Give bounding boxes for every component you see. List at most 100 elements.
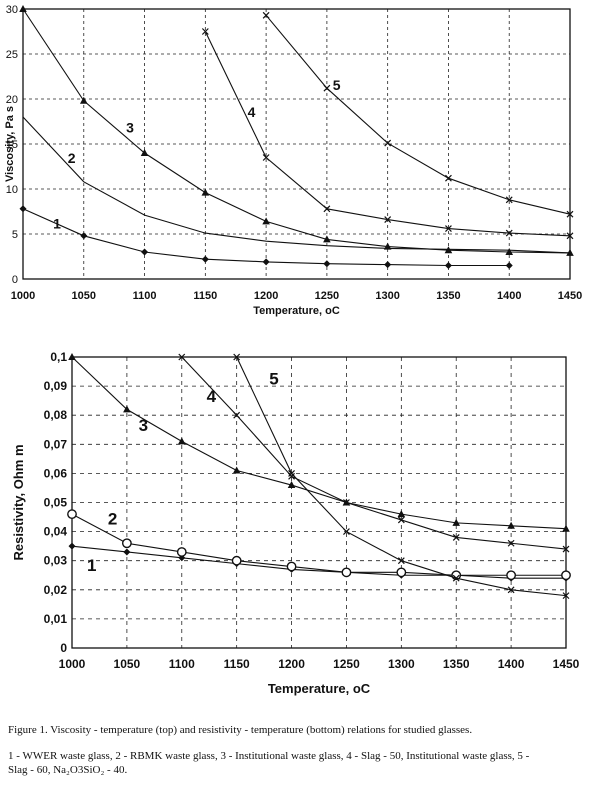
y-tick-label: 30 — [6, 4, 18, 16]
x-tick-label: 1300 — [388, 657, 415, 671]
series-2 — [22, 116, 571, 254]
y-tick-label: 0,05 — [44, 496, 68, 510]
y-tick-label: 10 — [6, 184, 18, 196]
y-axis-label: Viscosity, Pa s — [4, 106, 16, 182]
series-line — [22, 116, 571, 254]
data-point — [232, 466, 241, 474]
y-tick-label: 0,09 — [44, 379, 68, 393]
y-tick-label: 20 — [6, 94, 18, 106]
series-1 — [68, 542, 570, 582]
y-tick-label: 0 — [60, 641, 67, 655]
y-tick-label: 0,08 — [44, 408, 68, 422]
curve-label: 3 — [126, 119, 134, 135]
figure-charts: 1000 1050 1100 1150 1200 1250 1300 1350 1400 1450… — [4, 4, 582, 696]
y-tick-label: 15 — [6, 139, 18, 151]
data-point — [80, 232, 88, 240]
curve-label: 5 — [269, 370, 278, 389]
data-point — [505, 262, 513, 269]
curve-label: 4 — [248, 104, 256, 120]
data-point — [262, 154, 270, 161]
series-3 — [19, 5, 574, 256]
x-tick-label: 1450 — [553, 657, 580, 671]
x-tick-label: 1150 — [193, 290, 217, 302]
data-point — [561, 570, 571, 581]
data-point — [566, 248, 574, 256]
data-point — [177, 437, 186, 445]
data-point — [19, 5, 27, 12]
x-tick-label: 1200 — [254, 290, 278, 302]
caption-legend-line: 1 - WWER waste glass, 2 - RBMK waste gla… — [8, 750, 530, 762]
x-tick-label: 1400 — [497, 290, 521, 302]
data-point — [68, 542, 76, 550]
x-tick-label: 1250 — [315, 290, 339, 302]
curve-label: 3 — [139, 416, 148, 435]
data-point — [452, 533, 460, 541]
x-tick-label: 1450 — [558, 290, 582, 302]
x-tick-label: 1050 — [114, 657, 141, 671]
data-point — [178, 353, 186, 361]
data-point — [262, 217, 270, 225]
series-4 — [201, 28, 574, 240]
data-point — [384, 216, 392, 224]
y-tick-label: 0,07 — [44, 437, 68, 451]
data-point — [323, 260, 331, 268]
data-point — [262, 11, 270, 19]
x-tick-label: 1350 — [443, 657, 470, 671]
data-point — [287, 481, 296, 489]
curve-label: 1 — [87, 556, 96, 575]
data-point — [562, 524, 570, 532]
data-point — [262, 258, 270, 266]
y-tick-label: 0,02 — [44, 583, 68, 597]
data-point — [67, 509, 77, 520]
x-tick-label: 1000 — [59, 657, 86, 671]
curve-label: 1 — [53, 216, 61, 232]
x-tick-label: 1000 — [11, 290, 35, 302]
y-tick-label: 0,04 — [44, 525, 68, 539]
series-1 — [19, 205, 513, 269]
data-point — [288, 472, 295, 480]
series-line — [22, 8, 571, 254]
data-point — [445, 225, 452, 233]
data-point — [123, 405, 131, 413]
series-5 — [262, 11, 574, 218]
figure-caption-title: Figure 1. Viscosity - temperature (top) … — [8, 724, 473, 736]
x-tick-label: 1150 — [224, 657, 250, 671]
data-point — [566, 210, 574, 218]
data-point — [506, 570, 517, 581]
data-point — [397, 510, 406, 518]
data-point — [323, 84, 331, 92]
data-point — [341, 567, 352, 578]
x-tick-label: 1300 — [375, 290, 399, 302]
series-3 — [68, 353, 570, 532]
y-tick-label: 5 — [12, 229, 18, 241]
data-point — [507, 539, 515, 547]
series-2 — [67, 509, 571, 581]
data-point — [343, 499, 350, 506]
data-point — [507, 521, 515, 529]
data-point — [507, 586, 515, 594]
data-point — [444, 262, 452, 269]
x-tick-label: 1250 — [333, 657, 360, 671]
x-tick-label: 1050 — [72, 290, 96, 302]
data-point — [201, 188, 210, 196]
y-tick-label: 0 — [12, 274, 18, 286]
caption-legend-line: Slag - 60, Na₂O3SiO₂ - 40. — [8, 764, 128, 776]
data-point — [384, 139, 392, 147]
chart-1: 1000 1050 1100 1150 1200 1250 1300 1350 1400 1450… — [4, 4, 582, 317]
data-point — [233, 411, 241, 419]
data-point — [201, 255, 209, 263]
series-line — [71, 356, 567, 530]
data-point — [19, 205, 27, 213]
data-point — [231, 555, 242, 566]
data-point — [123, 548, 131, 556]
curve-label: 5 — [333, 77, 341, 93]
data-point — [79, 96, 88, 104]
data-point — [121, 538, 132, 549]
data-point — [141, 248, 149, 256]
x-tick-label: 1100 — [169, 657, 195, 671]
data-point — [343, 528, 350, 536]
plot-frame — [22, 8, 571, 280]
series-5 — [233, 353, 570, 600]
y-tick-label: 0,06 — [44, 466, 68, 480]
data-point — [452, 574, 460, 582]
